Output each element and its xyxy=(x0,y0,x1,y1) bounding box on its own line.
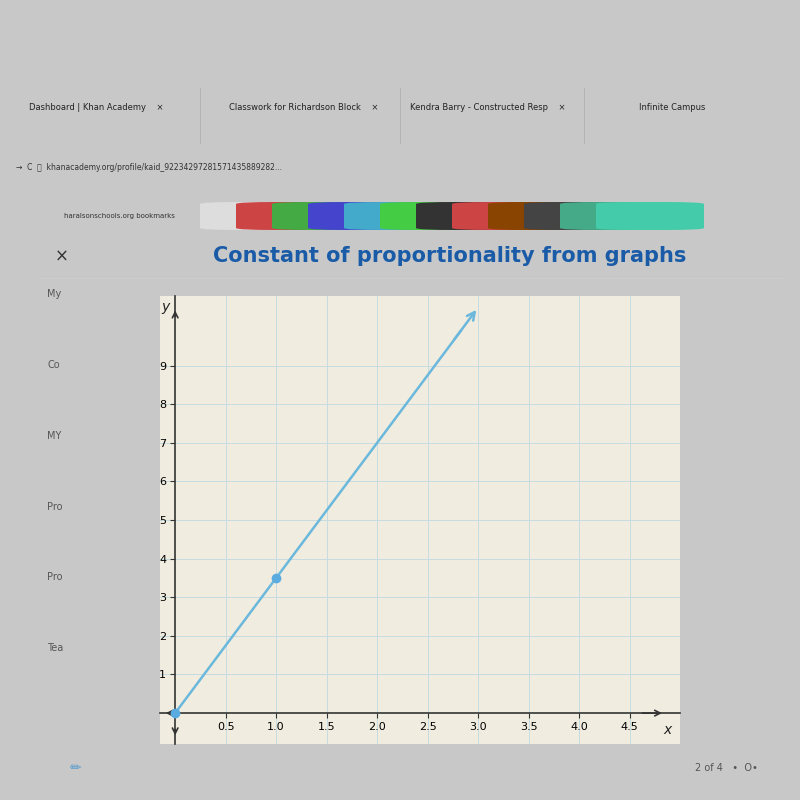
Text: 2 of 4   •  O•: 2 of 4 • O• xyxy=(694,763,758,773)
Text: Pro: Pro xyxy=(47,502,63,511)
Text: Kendra Barry - Constructed Resp    ×: Kendra Barry - Constructed Resp × xyxy=(410,103,566,112)
Text: Tea: Tea xyxy=(47,643,64,653)
Text: y: y xyxy=(161,301,169,314)
FancyBboxPatch shape xyxy=(452,202,560,230)
Text: Infinite Campus: Infinite Campus xyxy=(639,103,705,112)
FancyBboxPatch shape xyxy=(380,202,488,230)
Text: ×: × xyxy=(55,247,69,266)
Text: Co: Co xyxy=(47,360,60,370)
FancyBboxPatch shape xyxy=(272,202,380,230)
FancyBboxPatch shape xyxy=(524,202,632,230)
FancyBboxPatch shape xyxy=(488,202,596,230)
Text: x: x xyxy=(664,723,672,738)
FancyBboxPatch shape xyxy=(560,202,668,230)
Text: MY: MY xyxy=(47,431,62,441)
Text: ✏: ✏ xyxy=(70,761,82,775)
Text: Constant of proportionality from graphs: Constant of proportionality from graphs xyxy=(213,246,686,266)
Text: Dashboard | Khan Academy    ×: Dashboard | Khan Academy × xyxy=(29,103,163,112)
FancyBboxPatch shape xyxy=(308,202,416,230)
Text: Classwork for Richardson Block    ×: Classwork for Richardson Block × xyxy=(230,103,378,112)
FancyBboxPatch shape xyxy=(344,202,452,230)
Text: Pro: Pro xyxy=(47,572,63,582)
Text: haralsonschools.org bookmarks: haralsonschools.org bookmarks xyxy=(64,213,175,219)
FancyBboxPatch shape xyxy=(596,202,704,230)
Text: →  C  🔒  khanacademy.org/profile/kaid_92234297281571435889282...: → C 🔒 khanacademy.org/profile/kaid_92234… xyxy=(16,163,282,172)
FancyBboxPatch shape xyxy=(416,202,524,230)
FancyBboxPatch shape xyxy=(236,202,344,230)
Text: My: My xyxy=(47,290,62,299)
FancyBboxPatch shape xyxy=(200,202,308,230)
